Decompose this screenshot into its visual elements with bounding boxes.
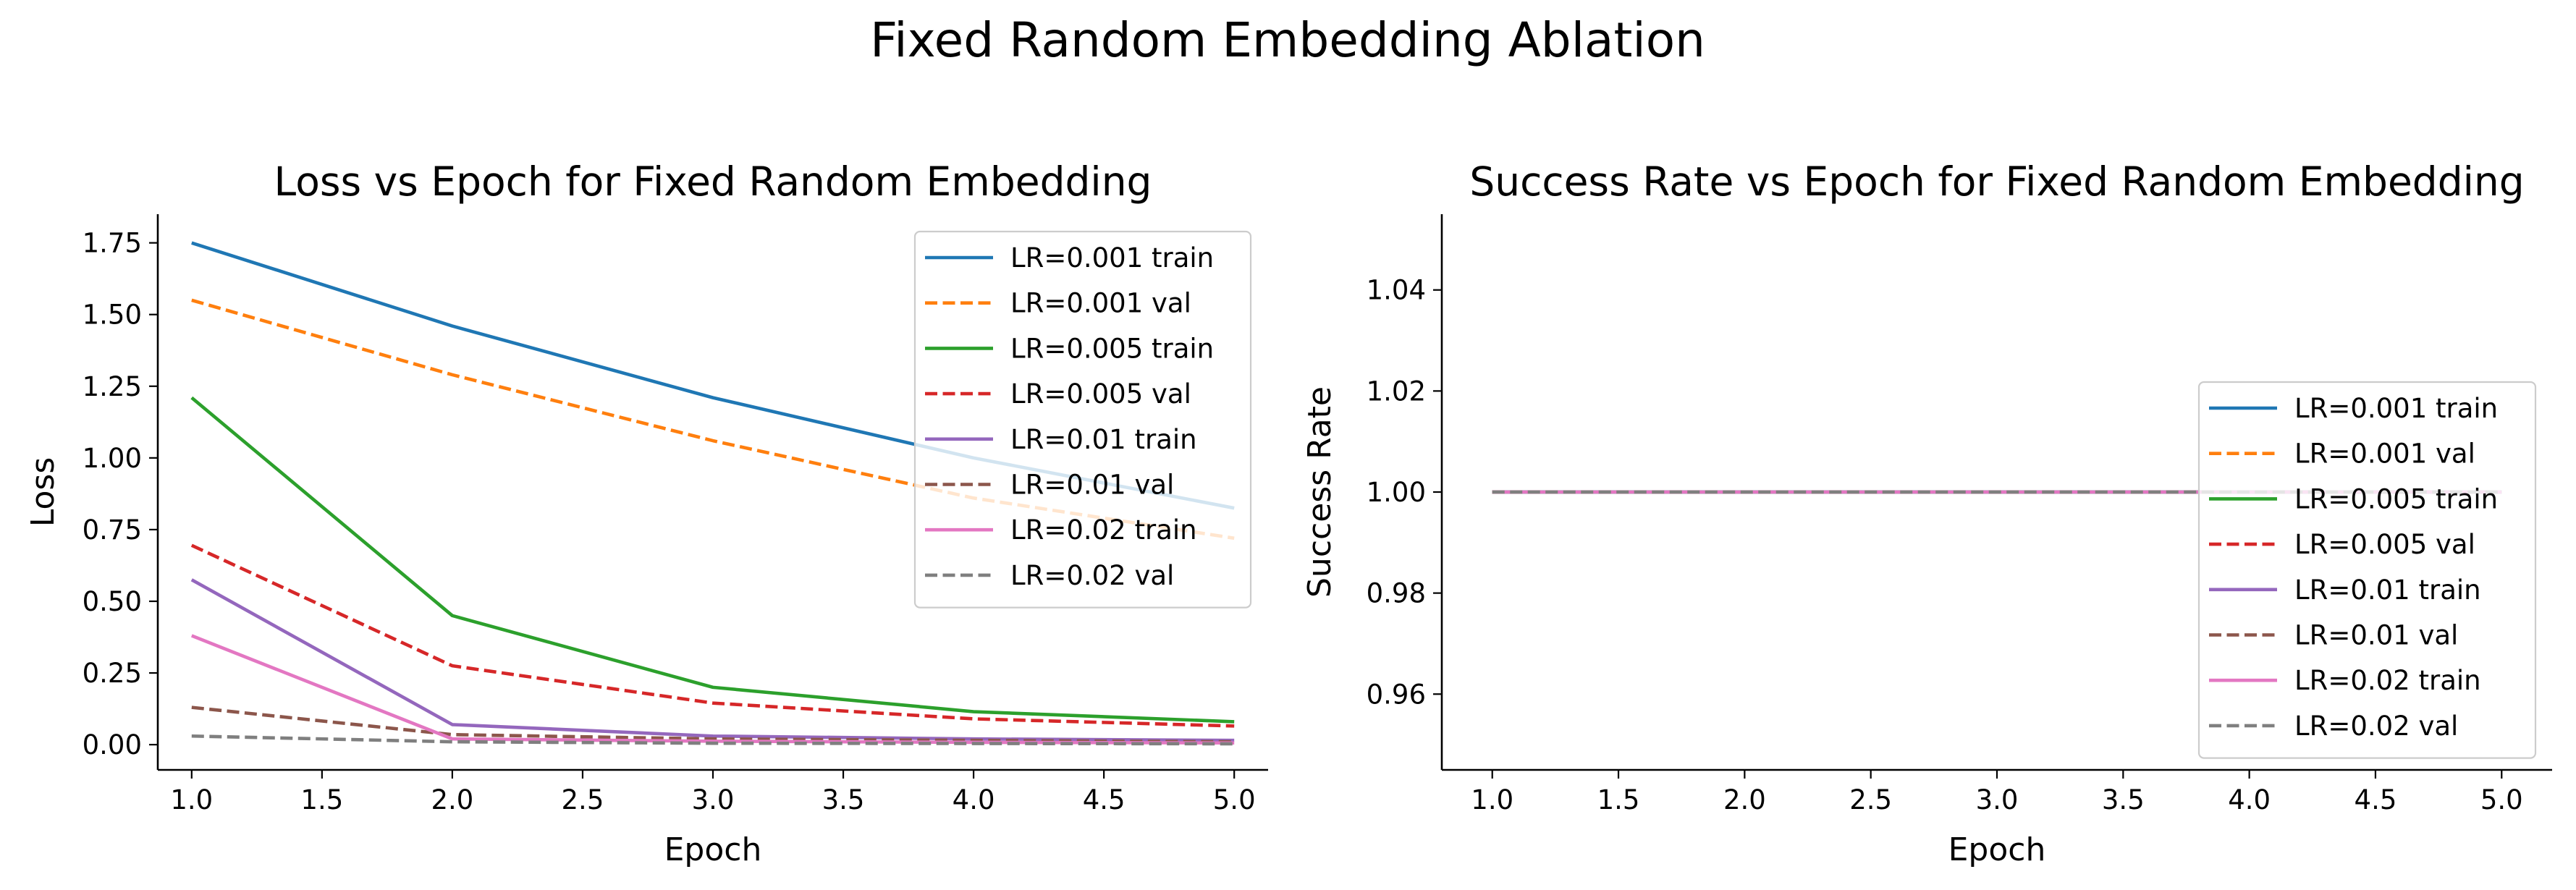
loss-legend-label-3: LR=0.005 val <box>1010 378 1191 410</box>
loss-series-line-5 <box>191 705 1235 744</box>
success-rate-chart: Success Rate vs Epoch for Fixed Random E… <box>1301 158 2552 868</box>
success-x-axis-title: Epoch <box>1948 831 2046 868</box>
loss-x-tick-label-7: 4.5 <box>1083 784 1126 815</box>
loss-x-tick-label-2: 2.0 <box>431 784 473 815</box>
loss-y-tick-label-3: 0.75 <box>83 514 142 546</box>
loss-y-tick-label-6: 1.50 <box>83 300 142 331</box>
loss-x-tick-label-5: 3.5 <box>822 784 865 815</box>
success-x-tick-label-1: 1.5 <box>1597 784 1640 815</box>
success-x-tick-label-0: 1.0 <box>1471 784 1513 815</box>
loss-y-tick-label-2: 0.50 <box>83 586 142 617</box>
loss-series-line-7 <box>191 734 1235 746</box>
loss-series-line-6 <box>190 634 1235 745</box>
loss-y-tick-label-1: 0.25 <box>83 658 142 689</box>
loss-legend-label-4: LR=0.01 train <box>1010 424 1197 455</box>
loss-legend-label-5: LR=0.01 val <box>1010 470 1174 501</box>
loss-x-tick-label-4: 3.0 <box>692 784 735 815</box>
success-x-tick-label-5: 3.5 <box>2102 784 2145 815</box>
success-legend: LR=0.001 train LR=0.001 val LR=0.005 train… <box>2197 381 2537 759</box>
success-legend-box <box>2197 381 2537 759</box>
loss-x-tick-label-3: 2.5 <box>562 784 604 815</box>
success-y-axis-title: Success Rate <box>1301 386 1338 598</box>
success-y-tick-label-4: 1.04 <box>1367 275 1426 306</box>
loss-y-tick-label-4: 1.00 <box>83 443 142 474</box>
loss-x-tick-label-8: 5.0 <box>1213 784 1256 815</box>
success-x-tick-label-7: 4.5 <box>2355 784 2397 815</box>
loss-chart-title: Loss vs Epoch for Fixed Random Embedding <box>274 158 1152 205</box>
success-legend-label-1: LR=0.001 val <box>2294 438 2475 470</box>
success-legend-label-5: LR=0.01 val <box>2294 620 2458 651</box>
loss-x-tick-label-1: 1.5 <box>300 784 343 815</box>
success-x-tick-label-8: 5.0 <box>2480 784 2523 815</box>
success-legend-label-0: LR=0.001 train <box>2294 393 2498 424</box>
loss-chart: Loss vs Epoch for Fixed Random Embedding… <box>25 158 1268 868</box>
success-legend-label-3: LR=0.005 val <box>2294 529 2475 560</box>
loss-legend-box <box>913 230 1252 609</box>
loss-series-line-3 <box>190 543 1235 728</box>
loss-series-line-2 <box>190 396 1235 724</box>
success-x-tick-label-4: 3.0 <box>1976 784 2019 815</box>
loss-legend-label-6: LR=0.02 train <box>1010 514 1197 546</box>
loss-legend-label-1: LR=0.001 val <box>1010 288 1191 319</box>
success-chart-title: Success Rate vs Epoch for Fixed Random E… <box>1469 158 2524 205</box>
success-y-tick-label-2: 1.00 <box>1367 477 1426 508</box>
loss-y-tick-label-5: 1.25 <box>83 371 142 402</box>
success-legend-label-7: LR=0.02 val <box>2294 711 2458 742</box>
loss-series-lines <box>190 241 1235 746</box>
success-y-tick-label-1: 0.98 <box>1367 578 1426 609</box>
success-x-tick-label-3: 2.5 <box>1849 784 1892 815</box>
loss-legend: LR=0.001 train LR=0.001 val LR=0.005 train… <box>913 230 1252 609</box>
success-y-tick-label-3: 1.02 <box>1367 376 1426 407</box>
success-y-tick-label-0: 0.96 <box>1367 679 1426 710</box>
loss-y-tick-label-7: 1.75 <box>83 228 142 259</box>
loss-legend-label-7: LR=0.02 val <box>1010 560 1174 591</box>
loss-x-axis-title: Epoch <box>664 831 762 868</box>
success-x-tick-label-6: 4.0 <box>2228 784 2271 815</box>
loss-y-tick-label-0: 0.00 <box>83 729 142 760</box>
loss-x-tick-label-6: 4.0 <box>953 784 995 815</box>
success-x-tick-label-2: 2.0 <box>1723 784 1766 815</box>
loss-legend-label-0: LR=0.001 train <box>1010 242 1214 274</box>
figure-suptitle: Fixed Random Embedding Ablation <box>870 12 1705 68</box>
loss-x-tick-label-0: 1.0 <box>170 784 213 815</box>
success-legend-label-2: LR=0.005 train <box>2294 483 2498 514</box>
success-legend-label-6: LR=0.02 train <box>2294 665 2481 696</box>
loss-y-axis-title: Loss <box>25 457 62 527</box>
success-legend-label-4: LR=0.01 train <box>2294 575 2481 606</box>
loss-legend-label-2: LR=0.005 train <box>1010 333 1214 364</box>
